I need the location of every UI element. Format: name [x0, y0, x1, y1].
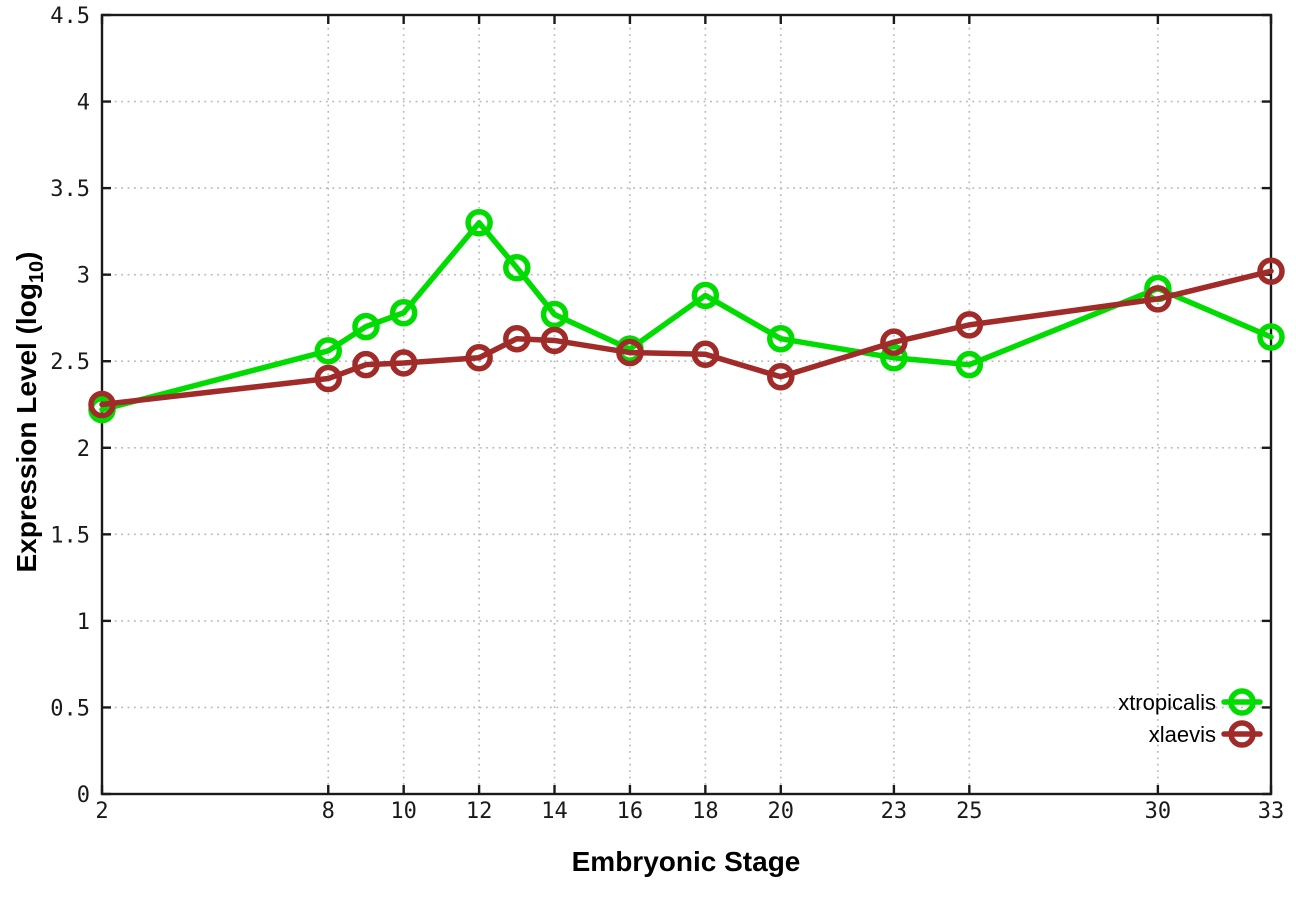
marker-xtropicalis: [767, 324, 795, 353]
y-axis-title-subscript: 10: [26, 260, 48, 284]
x-tick-label: 25: [956, 799, 983, 824]
y-tick-label: 4: [77, 91, 90, 116]
marker-xtropicalis: [503, 253, 531, 282]
marker-xlaevis: [616, 338, 644, 367]
x-axis-title: Embryonic Stage: [571, 846, 801, 877]
y-tick-label: 0: [77, 783, 90, 808]
legend-marker-xlaevis: [1228, 720, 1256, 748]
legend-label-xtropicalis: xtropicalis: [1118, 690, 1216, 715]
x-tick-label: 30: [1145, 799, 1172, 824]
marker-xtropicalis: [691, 281, 720, 310]
marker-xlaevis: [352, 350, 380, 379]
marker-xlaevis: [1144, 285, 1172, 313]
marker-xtropicalis: [880, 344, 908, 372]
y-axis-title: Expression Level (log10): [11, 251, 48, 573]
y-tick-label: 3: [77, 264, 90, 289]
marker-xtropicalis: [540, 300, 569, 329]
y-tick-label: 0.5: [50, 696, 90, 721]
marker-xtropicalis: [465, 208, 493, 237]
legend-marker-xtropicalis: [1228, 688, 1256, 716]
x-tick-label: 20: [768, 799, 795, 824]
marker-xtropicalis: [955, 350, 984, 379]
marker-xlaevis: [389, 349, 418, 377]
y-tick-label: 1: [77, 610, 90, 635]
x-tick-label: 14: [541, 799, 568, 824]
marker-xtropicalis: [389, 299, 418, 327]
y-tick-label: 2: [77, 437, 90, 462]
y-axis-title-main: Expression Level (log: [11, 283, 42, 573]
marker-xlaevis: [503, 324, 531, 353]
marker-xlaevis: [880, 328, 908, 356]
y-tick-label: 4.5: [50, 4, 90, 29]
x-tick-label: 33: [1258, 799, 1285, 824]
marker-xlaevis: [88, 390, 116, 419]
x-tick-label: 16: [617, 799, 644, 824]
marker-xlaevis: [540, 326, 569, 355]
marker-xtropicalis: [352, 312, 380, 341]
x-tick-label: 10: [390, 799, 417, 824]
y-tick-label: 1.5: [50, 523, 90, 548]
plot-border: [100, 13, 1273, 796]
x-tick-label: 8: [322, 799, 335, 824]
x-tick-label: 18: [692, 799, 719, 824]
marker-xtropicalis: [1257, 323, 1285, 351]
marker-xlaevis: [1257, 257, 1285, 285]
x-tick-label: 23: [881, 799, 908, 824]
marker-xlaevis: [465, 344, 493, 372]
x-tick-label: 2: [95, 799, 108, 824]
legend-label-xlaevis: xlaevis: [1149, 722, 1216, 747]
marker-xlaevis: [691, 340, 720, 369]
y-axis-title-end: ): [11, 251, 42, 261]
x-tick-label: 12: [466, 799, 493, 824]
series-line-xlaevis: [99, 268, 1274, 408]
marker-xlaevis: [767, 363, 795, 391]
y-tick-label: 3.5: [50, 177, 90, 202]
marker-xlaevis: [955, 311, 984, 339]
marker-xtropicalis: [314, 337, 343, 365]
y-tick-label: 2.5: [50, 350, 90, 375]
marker-xlaevis: [314, 364, 343, 393]
